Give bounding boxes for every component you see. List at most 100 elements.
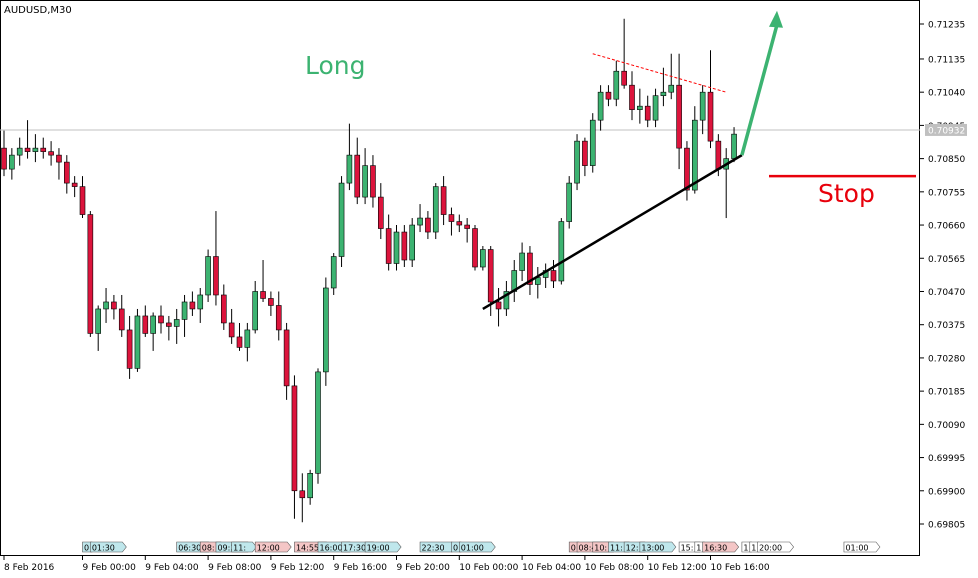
candle-body xyxy=(707,91,714,142)
candle-body xyxy=(487,249,494,303)
candle-body xyxy=(9,154,15,170)
candle-body xyxy=(448,214,455,222)
candle xyxy=(166,315,172,341)
time-marker-label: 0 xyxy=(453,544,458,553)
candle xyxy=(503,280,510,316)
candle xyxy=(480,246,486,271)
candle-body xyxy=(260,291,266,299)
candle-body xyxy=(362,165,368,198)
candle xyxy=(95,305,101,351)
candle xyxy=(260,260,266,302)
candle xyxy=(173,308,180,344)
candle-body xyxy=(173,319,180,327)
time-marker-box xyxy=(231,541,257,553)
candle-body xyxy=(181,301,188,320)
time-marker-label: 14:55 xyxy=(296,544,319,553)
candle xyxy=(409,218,416,268)
candle xyxy=(87,211,94,337)
y-tick-label: 0.70280 xyxy=(928,354,965,364)
time-marker-box xyxy=(459,541,496,553)
candle xyxy=(574,134,580,191)
y-tick-label: 0.70090 xyxy=(928,421,965,431)
candle xyxy=(393,225,400,271)
candle xyxy=(150,312,156,351)
time-marker-label: 11: xyxy=(610,544,623,553)
long-arrow-head xyxy=(769,10,783,28)
candle xyxy=(377,183,384,240)
candle xyxy=(707,50,714,149)
candle xyxy=(448,207,455,236)
candle xyxy=(330,253,337,295)
long-label: Long xyxy=(305,51,366,80)
candle xyxy=(236,322,243,351)
time-marker-box xyxy=(364,541,402,553)
candle xyxy=(684,141,690,201)
time-marker-label: 1 xyxy=(743,544,748,553)
candle xyxy=(401,225,408,268)
candle xyxy=(582,137,588,177)
candle xyxy=(589,113,596,173)
candle xyxy=(699,85,706,135)
candle xyxy=(213,211,219,306)
candle-body xyxy=(283,329,290,387)
candle-body xyxy=(228,322,235,338)
candle xyxy=(103,287,109,323)
candle-body xyxy=(377,196,384,229)
y-tick-label: 0.71135 xyxy=(928,55,965,65)
candle-body xyxy=(597,91,604,121)
candle xyxy=(385,214,392,271)
candle-body xyxy=(236,336,243,348)
x-tick-label: 10 Feb 04:00 xyxy=(522,563,581,573)
time-marker-label: 08: xyxy=(202,544,215,553)
candle xyxy=(338,176,345,268)
y-tick-label: 0.69900 xyxy=(928,487,965,497)
candle-body xyxy=(480,249,486,268)
candle-body xyxy=(126,329,133,369)
candle-body xyxy=(1,147,7,170)
candle xyxy=(613,60,620,107)
candle-body xyxy=(699,91,706,121)
x-tick-label: 10 Feb 16:00 xyxy=(711,563,770,573)
candle-body xyxy=(589,119,596,166)
candle-body xyxy=(330,256,337,289)
candle xyxy=(323,277,329,386)
time-marker-label: 0 xyxy=(84,544,89,553)
candle-body xyxy=(558,221,565,282)
time-marker-label: 13:00 xyxy=(641,544,664,553)
candle xyxy=(283,322,290,400)
x-tick-label: 9 Feb 08:00 xyxy=(208,563,262,573)
current-price-tag xyxy=(925,123,967,136)
candle-body xyxy=(393,231,400,264)
candle xyxy=(24,120,31,159)
time-marker-label: 22:30 xyxy=(422,544,445,553)
candle-body xyxy=(79,186,86,215)
candle-body xyxy=(32,147,39,152)
time-marker: 01:00 xyxy=(459,541,496,553)
candle-body xyxy=(16,147,23,156)
candle-body xyxy=(142,315,149,334)
candle-body xyxy=(252,291,258,331)
candle-body xyxy=(550,270,557,282)
candle-body xyxy=(48,151,54,156)
x-tick-label: 9 Feb 04:00 xyxy=(145,563,199,573)
candle xyxy=(472,225,478,271)
candle xyxy=(362,148,368,205)
candle-body xyxy=(425,217,431,233)
candle xyxy=(32,134,39,163)
candle-body xyxy=(660,91,667,96)
stop-label: Stop xyxy=(818,179,875,208)
candle xyxy=(79,176,86,219)
candle-body xyxy=(503,291,510,310)
candle-body xyxy=(417,217,423,226)
candle xyxy=(691,106,698,194)
candle-body xyxy=(582,140,588,166)
candle-body xyxy=(605,91,612,100)
time-marker: 13:00 xyxy=(639,541,677,553)
candle-body xyxy=(621,70,627,86)
candle xyxy=(315,368,321,484)
candle xyxy=(644,95,651,128)
candle xyxy=(158,305,164,334)
candle xyxy=(275,291,282,341)
time-marker-label: 11: xyxy=(233,544,246,553)
